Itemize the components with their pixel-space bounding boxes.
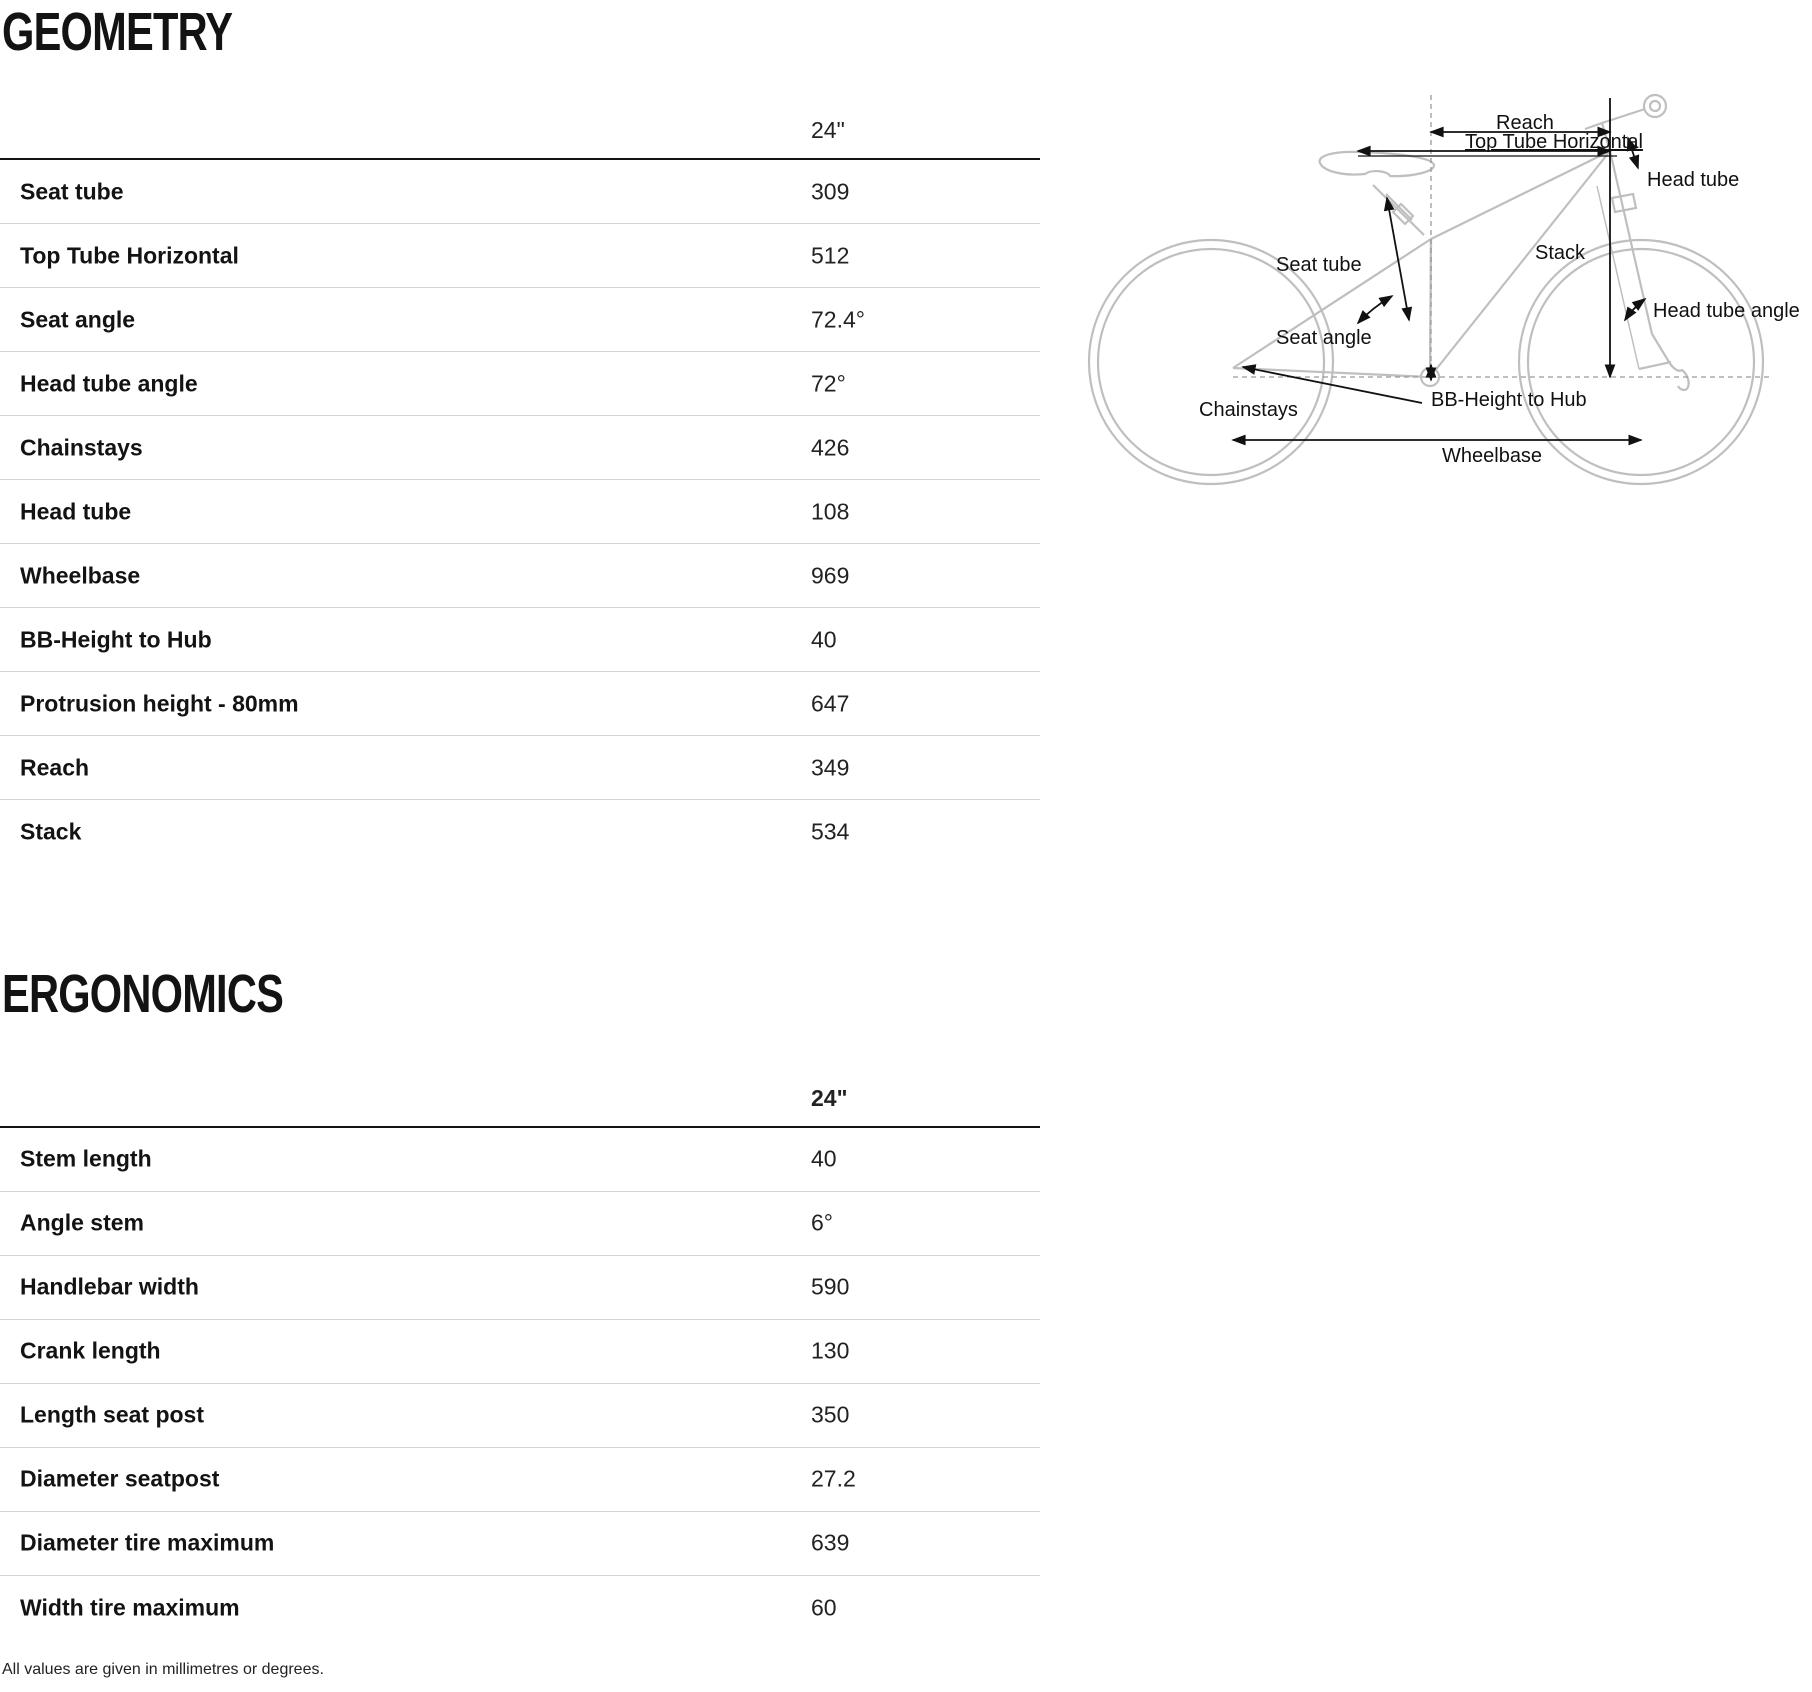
svg-text:BB-Height to Hub: BB-Height to Hub xyxy=(1431,389,1587,411)
svg-text:Top Tube Horizontal: Top Tube Horizontal xyxy=(1465,131,1643,153)
svg-text:Chainstays: Chainstays xyxy=(1199,399,1298,421)
svg-text:Head tube angle: Head tube angle xyxy=(1653,300,1800,322)
svg-text:Seat angle: Seat angle xyxy=(1276,327,1372,349)
svg-text:Wheelbase: Wheelbase xyxy=(1442,445,1542,467)
svg-text:Stack: Stack xyxy=(1535,242,1586,264)
svg-text:Seat tube: Seat tube xyxy=(1276,254,1362,276)
svg-text:Head tube: Head tube xyxy=(1647,169,1739,191)
